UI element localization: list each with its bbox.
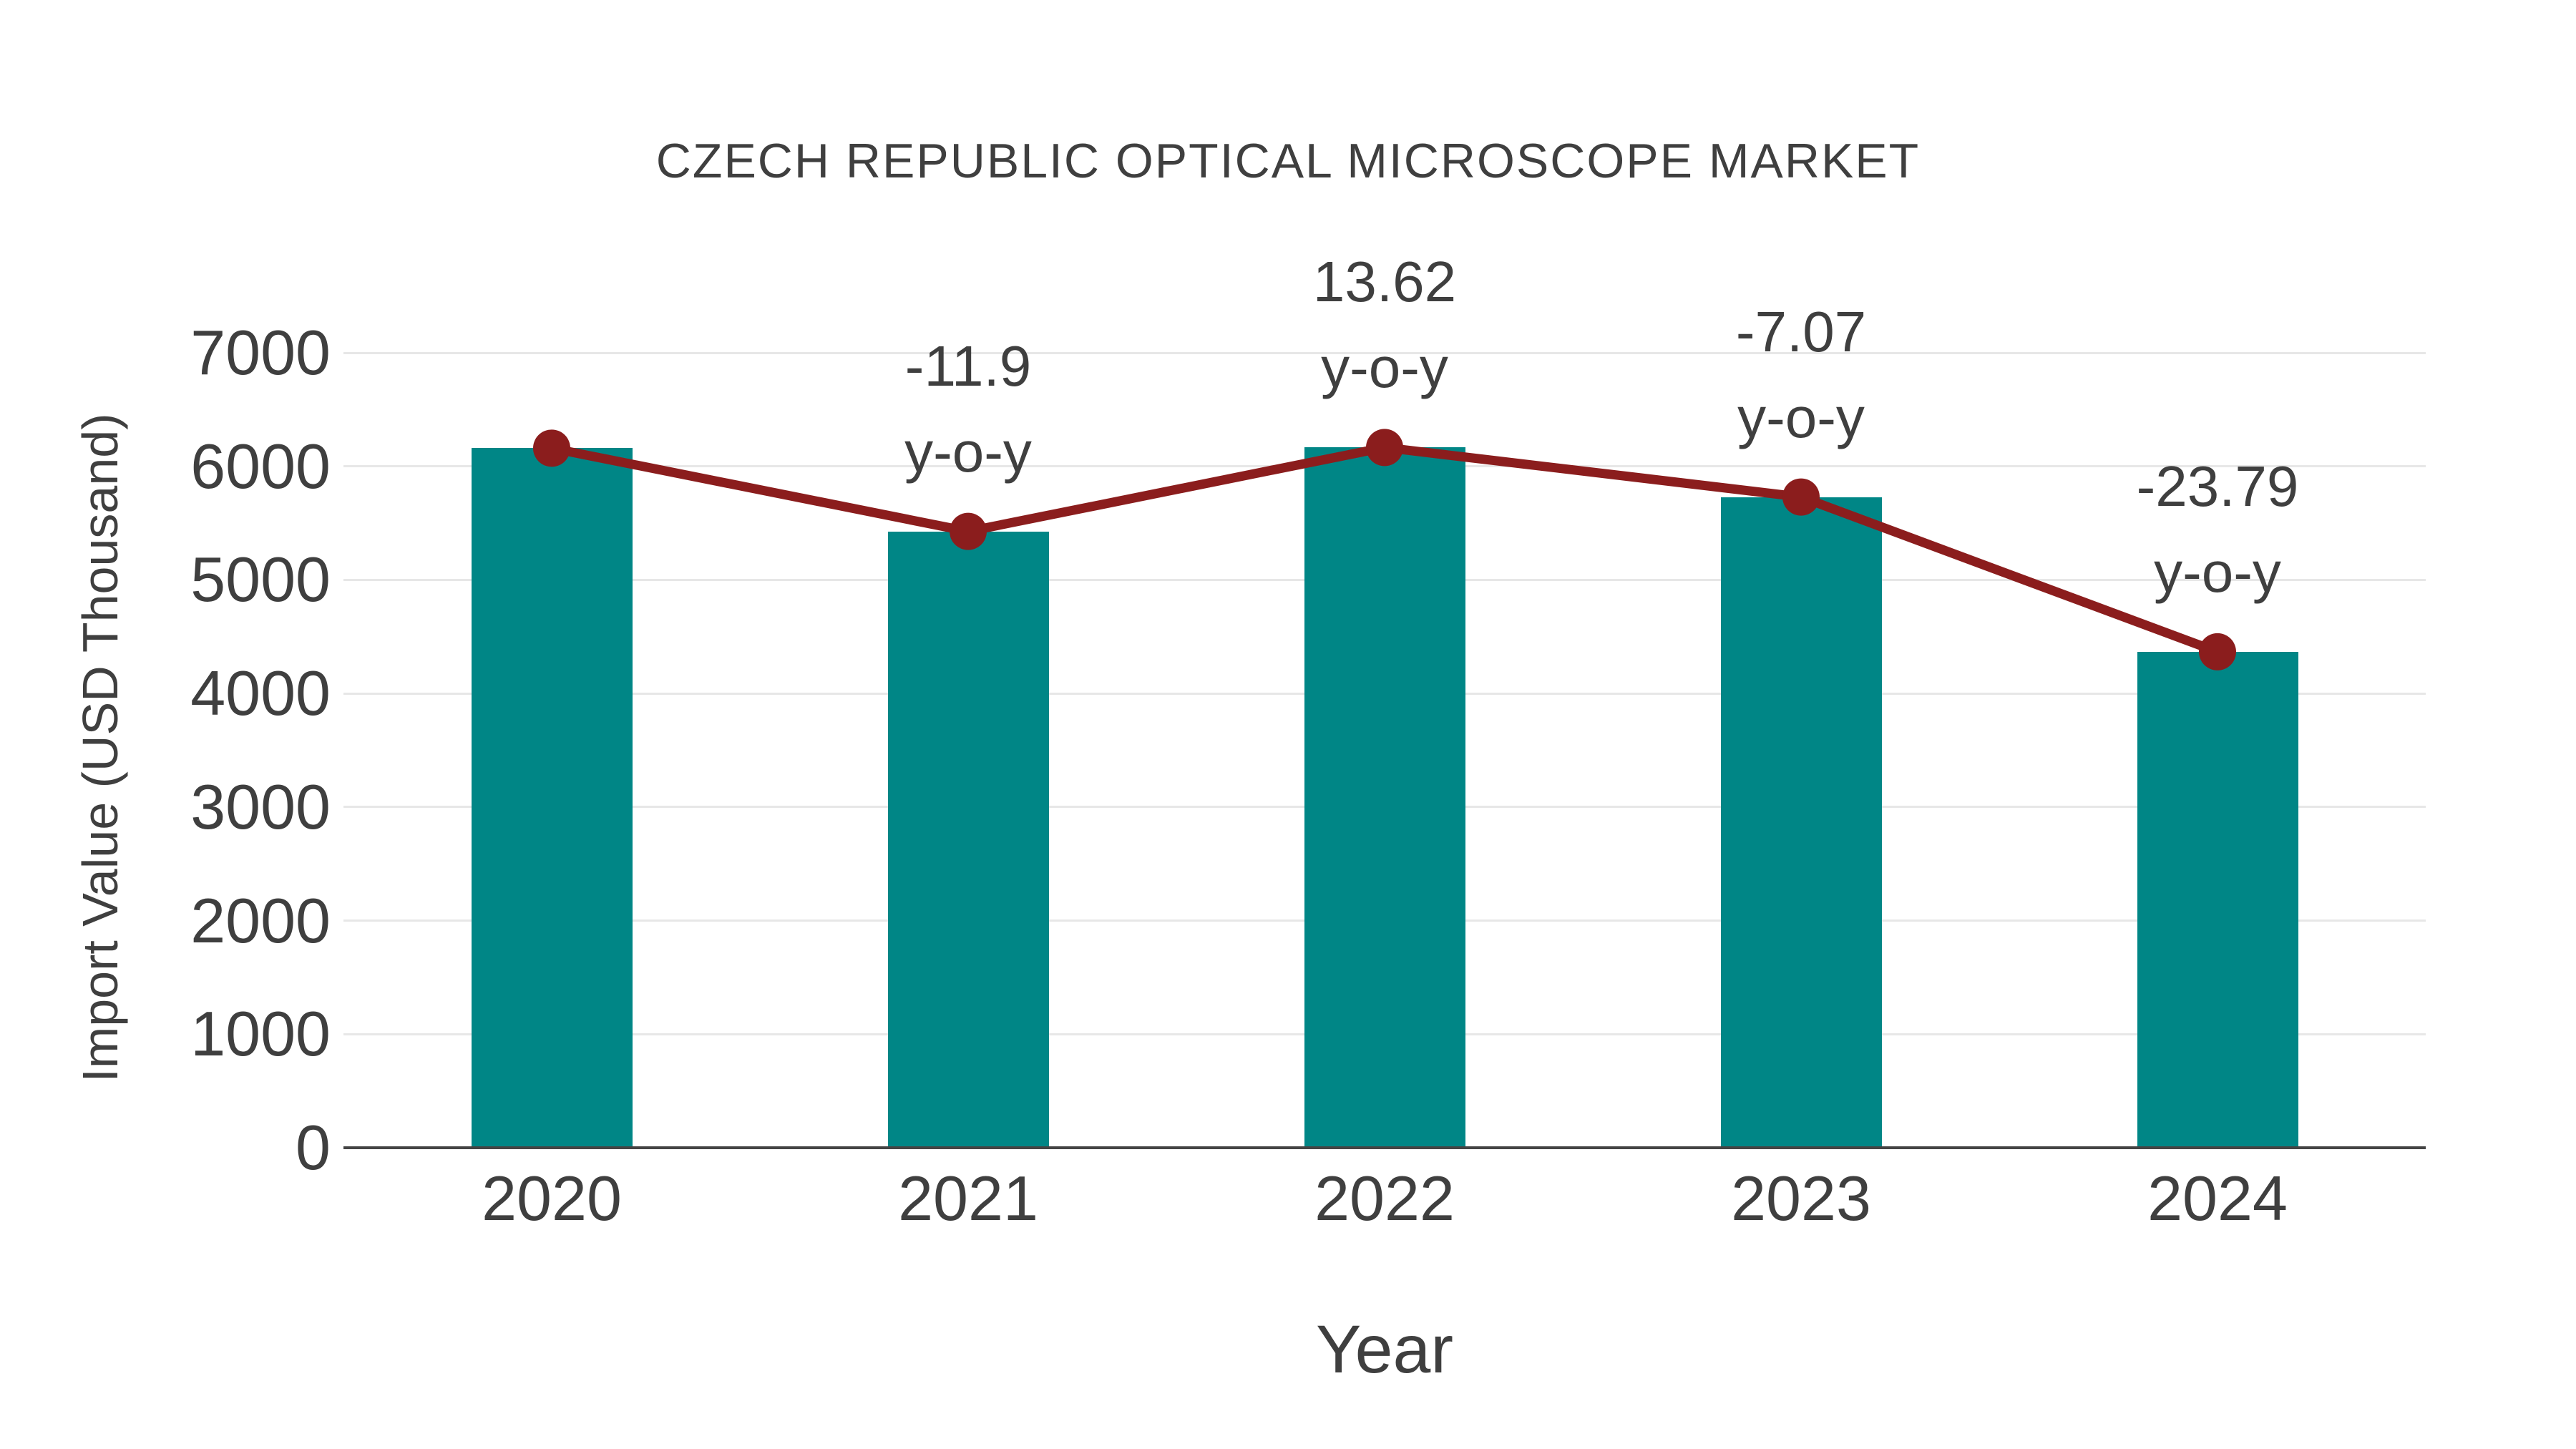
yoy-annotation-value: -7.07 [1735,299,1867,364]
y-tick-label: 6000 [190,430,331,502]
yoy-annotation-suffix: y-o-y [2154,540,2281,604]
y-tick-label: 0 [296,1112,331,1183]
x-axis-line [343,1146,2426,1149]
yoy-annotation-suffix: y-o-y [1737,385,1865,449]
y-tick-label: 4000 [190,658,331,729]
x-axis-title: Year [1316,1312,1453,1387]
bar-2023 [1720,497,1882,1148]
bar-2024 [2137,651,2298,1148]
y-tick-label: 7000 [190,317,331,388]
yoy-annotation-2023: -7.07 y-o-y [1736,289,1866,461]
bar-2022 [1304,447,1465,1148]
y-axis-title: Import Value (USD Thousand) [72,413,128,1083]
yoy-annotation-2024: -23.79 y-o-y [2137,444,2299,615]
yoy-annotation-value: 13.62 [1312,250,1457,314]
yoy-annotation-suffix: y-o-y [904,419,1032,484]
x-tick-label-2021: 2021 [898,1163,1038,1234]
chart-title: CZECH REPUBLIC OPTICAL MICROSCOPE MARKET [655,134,1921,188]
yoy-annotation-2021: -11.9 y-o-y [904,323,1032,495]
y-tick-label: 5000 [190,544,331,615]
x-tick-label-2022: 2022 [1314,1163,1455,1234]
y-tick-label: 2000 [190,884,331,956]
y-tick-label: 3000 [190,771,331,842]
yoy-annotation-value: -11.9 [904,333,1032,398]
x-tick-label-2023: 2023 [1731,1163,1871,1234]
bar-2021 [887,531,1049,1148]
bar-2020 [471,448,633,1148]
x-tick-label-2020: 2020 [482,1163,622,1234]
y-gridline [343,351,2426,354]
yoy-annotation-value: -23.79 [2136,454,2299,518]
y-tick-label: 1000 [190,998,331,1070]
yoy-annotation-2022: 13.62 y-o-y [1313,239,1456,411]
x-tick-label-2024: 2024 [2147,1163,2288,1234]
yoy-annotation-suffix: y-o-y [1321,336,1448,400]
